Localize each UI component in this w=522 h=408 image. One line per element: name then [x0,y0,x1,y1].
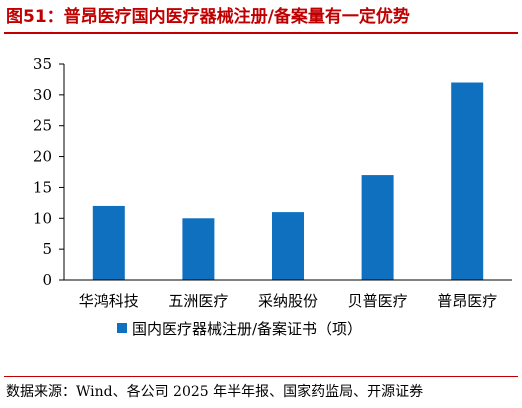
x-tick-label: 五洲医疗 [168,292,228,310]
legend-swatch [117,323,127,333]
y-tick-label: 30 [33,86,52,104]
legend-label: 国内医疗器械注册/备案证书（项） [132,320,362,338]
y-tick-label: 5 [42,240,52,258]
figure-title: 图51：普昂医疗国内医疗器械注册/备案量有一定优势 [6,7,410,27]
x-tick-label: 采纳股份 [258,292,318,310]
y-tick-label: 10 [33,209,52,227]
y-tick-label: 35 [33,55,52,73]
bar [92,205,125,280]
bar [272,212,304,280]
bar [361,175,394,280]
x-axis: 华鸿科技 五洲医疗 采纳股份 贝普医疗 普昂医疗 [64,279,512,310]
x-tick-label: 普昂医疗 [437,292,497,310]
y-tick-label: 0 [42,271,52,289]
bars [92,82,484,280]
x-tick-label: 华鸿科技 [79,292,139,310]
bar-chart: 0 5 10 15 20 25 30 35 华鸿科技 五洲医疗 采纳股份 贝普医疗 普昂医疗 国内医疗… [33,55,512,338]
source-note: 数据来源：Wind、各公司 2025 年半年报、国家药监局、开源证券 [6,384,424,400]
bar [182,218,215,280]
y-tick-label: 25 [33,117,52,135]
y-tick-label: 15 [33,178,52,196]
x-tick-label: 贝普医疗 [348,292,408,310]
y-tick-label: 20 [33,148,52,166]
y-axis: 0 5 10 15 20 25 30 35 [33,55,65,289]
title-divider [4,32,518,34]
bar [451,82,484,280]
legend: 国内医疗器械注册/备案证书（项） [117,320,362,338]
source-divider [4,376,518,377]
